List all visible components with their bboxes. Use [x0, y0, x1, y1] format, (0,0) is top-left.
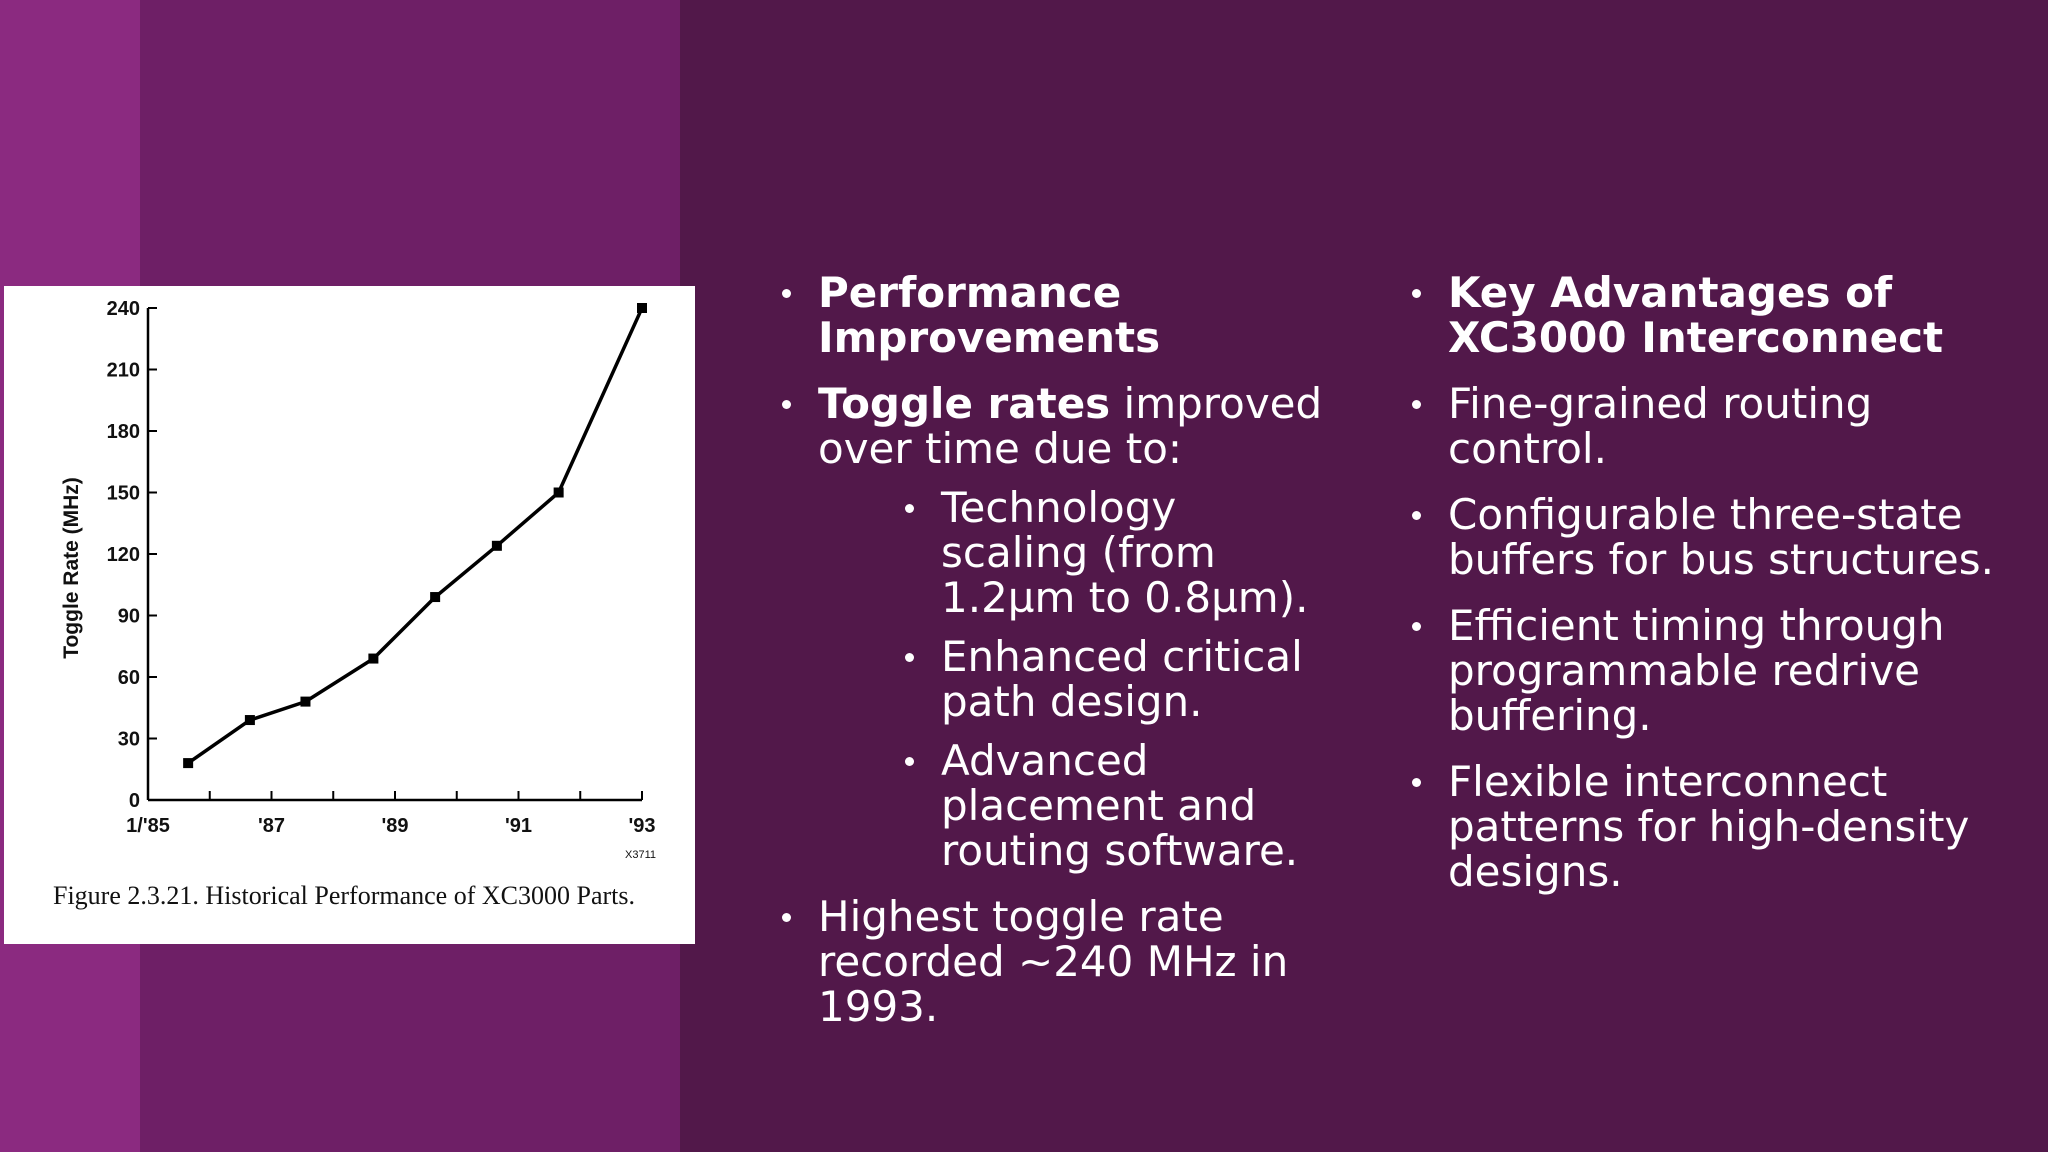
x-tick-label: '89 — [381, 815, 408, 837]
y-tick-label: 180 — [107, 421, 140, 443]
x-tick-label: '91 — [505, 815, 532, 837]
chart-labels: 0 30 60 90 120 150 180 210 240 1/'85 '87 '89 '91 '93 T… — [53, 298, 656, 910]
data-point — [368, 653, 379, 664]
toggle-reasons-list: Technology scaling (from 1.2µm to 0.8µm)… — [818, 485, 1330, 873]
toggle-rate-chart: 0 30 60 90 120 150 180 210 240 1/'85 '87 '89 '91 '93 T… — [53, 298, 656, 910]
reason-item: Enhanced critical path design. — [818, 634, 1330, 724]
y-tick-label: 150 — [107, 483, 140, 505]
y-tick-label: 0 — [129, 790, 140, 812]
figure-caption: Figure 2.3.21. Historical Performance of… — [53, 881, 635, 910]
data-point — [491, 540, 502, 551]
performance-heading: Performance Improvements — [770, 270, 1330, 360]
data-point — [637, 303, 647, 313]
chart-series — [183, 303, 647, 769]
chart-axes — [146, 307, 643, 802]
series-line — [187, 307, 644, 765]
toggle-rates-item: Toggle rates improved over time due to: … — [770, 381, 1330, 873]
y-tick-label: 30 — [118, 729, 140, 751]
x-tick-label: '93 — [628, 815, 655, 837]
x-tick-label: 1/'85 — [126, 815, 170, 837]
highest-rate-item: Highest toggle rate recorded ~240 MHz in… — [770, 894, 1330, 1029]
data-point — [553, 487, 564, 498]
y-tick-label: 90 — [118, 606, 140, 628]
toggle-rates-bold: Toggle rates — [818, 379, 1111, 428]
advantage-item: Fine-grained routing control. — [1400, 381, 2000, 471]
y-axis-label: Toggle Rate (MHz) — [60, 477, 83, 659]
data-point — [300, 696, 311, 707]
y-tick-label: 210 — [107, 360, 140, 382]
chart-figure: 0 30 60 90 120 150 180 210 240 1/'85 '87 '89 '91 '93 T… — [4, 286, 695, 944]
y-tick-label: 60 — [118, 667, 140, 689]
toggle-rates-rest: improved over time due to: — [818, 379, 1323, 473]
reason-item: Technology scaling (from 1.2µm to 0.8µm)… — [818, 485, 1330, 620]
data-point — [430, 592, 441, 603]
advantage-item: Efficient timing through programmable re… — [1400, 603, 2000, 738]
data-point — [183, 758, 194, 769]
figure-code: X3711 — [625, 849, 656, 861]
x-tick-label: '87 — [258, 815, 285, 837]
advantage-item: Flexible interconnect patterns for high-… — [1400, 759, 2000, 894]
left-text-column: Performance Improvements Toggle rates im… — [770, 270, 1330, 1050]
advantage-item: Configurable three-state buffers for bus… — [1400, 492, 2000, 582]
y-tick-label: 240 — [107, 298, 140, 320]
data-point — [244, 715, 255, 726]
reason-item: Advanced placement and routing software. — [818, 738, 1330, 873]
advantages-heading: Key Advantages of XC3000 Interconnect — [1400, 270, 2000, 360]
right-text-column: Key Advantages of XC3000 Interconnect Fi… — [1400, 270, 2000, 915]
y-tick-label: 120 — [107, 544, 140, 566]
